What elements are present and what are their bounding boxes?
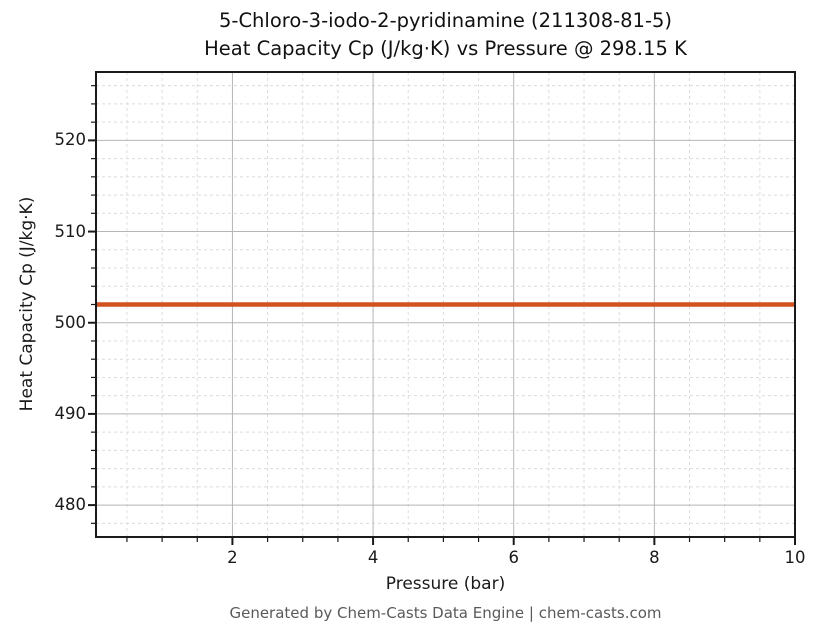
x-tick-label: 2 (227, 548, 238, 567)
x-tick-label: 8 (649, 548, 660, 567)
x-axis-label: Pressure (bar) (385, 574, 506, 594)
y-axis-label: Heat Capacity Cp (J/kg·K) (17, 196, 37, 412)
plot-border (95, 71, 796, 538)
chart-title-line2: Heat Capacity Cp (J/kg·K) vs Pressure @ … (204, 37, 687, 60)
chart-title: 5-Chloro-3-iodo-2-pyridinamine (211308-8… (96, 7, 795, 63)
x-tick-label: 6 (508, 548, 519, 567)
x-tick-label: 10 (784, 548, 806, 567)
y-tick-label: 490 (54, 403, 87, 423)
y-tick-label: 480 (54, 495, 87, 515)
y-tick-label: 500 (54, 312, 87, 332)
y-tick-label: 520 (54, 130, 87, 150)
x-tick-label: 4 (367, 548, 379, 567)
y-tick-label: 510 (54, 221, 87, 241)
chart-title-line1: 5-Chloro-3-iodo-2-pyridinamine (211308-8… (219, 9, 672, 32)
axis-tick-marks (88, 85, 796, 545)
watermark-text: Generated by Chem-Casts Data Engine | ch… (229, 604, 662, 622)
